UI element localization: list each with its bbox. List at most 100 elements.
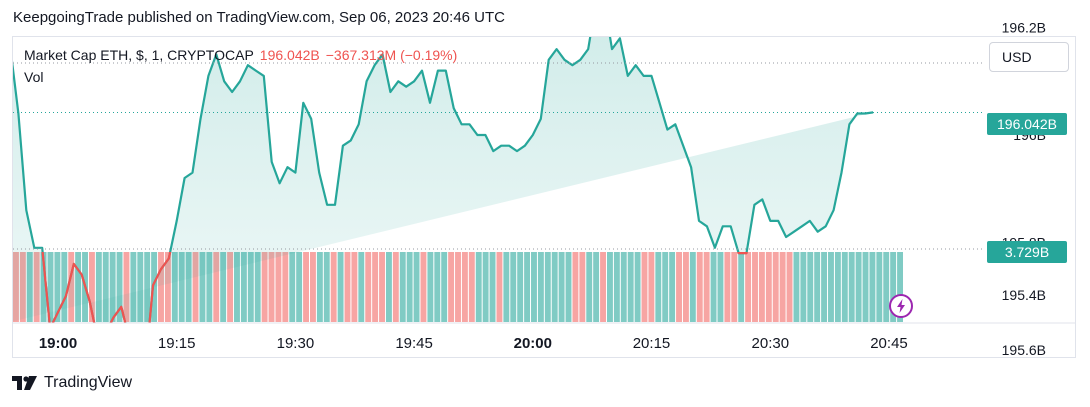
y-tick-label: 196.2B [1002, 20, 1046, 36]
volume-bar [475, 252, 482, 322]
volume-bar [579, 252, 586, 322]
volume-bar [199, 252, 206, 322]
volume-bar [821, 252, 828, 322]
tradingview-footer[interactable]: TradingView [12, 374, 132, 392]
volume-bar [828, 252, 834, 322]
x-tick-label: 20:45 [870, 335, 908, 352]
volume-bar [710, 252, 717, 322]
symbol-label[interactable]: Market Cap ETH, $, 1, CRYPTOCAP [24, 47, 254, 63]
volume-bar [793, 252, 800, 322]
volume-bar [275, 252, 282, 322]
reference-lines [13, 62, 983, 250]
last-price-marker [893, 0, 900, 4]
volume-bar [496, 252, 503, 322]
volume-bar [109, 252, 116, 322]
volume-bar [682, 252, 689, 322]
volume-bar [282, 252, 289, 322]
volume-bar [890, 252, 897, 322]
volume-bar [385, 252, 392, 322]
x-tick-label: 20:30 [752, 335, 790, 352]
volume-bar [365, 252, 372, 322]
volume-bar [537, 252, 544, 322]
chart-frame[interactable] [12, 36, 1076, 358]
volume-bar [503, 252, 510, 322]
lightning-icon[interactable] [889, 294, 913, 318]
currency-button[interactable]: USD [989, 42, 1069, 72]
volume-bar [565, 252, 572, 322]
volume-bar [220, 252, 227, 322]
x-tick-label: 20:00 [514, 335, 552, 352]
volume-bar [448, 252, 455, 322]
volume-bar [234, 252, 240, 322]
volume-bar [634, 252, 641, 322]
volume-bar [489, 252, 496, 322]
volume-bar [620, 252, 627, 322]
volume-bar [648, 252, 655, 322]
y-tick-label: 195.4B [1002, 287, 1046, 303]
volume-bar [102, 252, 109, 322]
volume-bar [717, 252, 724, 322]
volume-bar [227, 252, 234, 322]
volume-bar [724, 252, 731, 322]
volume-bar [855, 252, 862, 322]
volume-bar [765, 252, 772, 322]
x-axis: 19:00 19:15 19:30 19:45 20:00 20:15 20:30 20:45 [39, 335, 908, 352]
volume-bar [413, 252, 420, 322]
volume-bar [137, 252, 144, 322]
volume-bar [178, 252, 185, 322]
volume-bar [696, 252, 703, 322]
volume-bar [869, 252, 876, 322]
price-line-below-segment [41, 252, 748, 323]
volume-bar [158, 252, 164, 322]
volume-bar [586, 252, 593, 322]
volume-bar [531, 252, 537, 322]
x-tick-label: 19:45 [395, 335, 433, 352]
volume-label[interactable]: Vol [24, 69, 44, 85]
volume-bar [171, 252, 178, 322]
volume-bar [461, 252, 468, 322]
last-price-value: 196.042B [259, 47, 320, 63]
price-line-group [13, 0, 900, 323]
volume-bar [247, 252, 254, 322]
price-change-value: −367.313M (−0.19%) [325, 47, 458, 63]
volume-bar [268, 252, 275, 322]
volume-bar [600, 252, 606, 322]
price-area [13, 37, 874, 323]
x-tick-label: 19:30 [277, 335, 315, 352]
chart-legend: Market Cap ETH, $, 1, CRYPTOCAP 196.042B −… [24, 47, 457, 63]
volume-bar [786, 252, 793, 322]
volume-bar [61, 252, 68, 322]
volume-bar [517, 252, 524, 322]
volume-bar [330, 252, 337, 322]
tradingview-logo-icon [12, 376, 37, 390]
volume-bar [123, 252, 130, 322]
volume-bar [897, 252, 903, 322]
volume-bar [800, 252, 807, 322]
volume-bar [296, 252, 303, 322]
volume-bar [441, 252, 448, 322]
volume-bar [164, 252, 171, 322]
volume-bar [144, 252, 151, 322]
volume-bar [337, 252, 344, 322]
x-tick-label: 19:15 [158, 335, 196, 352]
volume-bar [669, 252, 676, 322]
volume-bar [758, 252, 765, 322]
last-price-tag: 196.042B [987, 113, 1067, 135]
volume-bar [185, 252, 192, 322]
volume-bar [745, 252, 752, 322]
volume-bar [607, 252, 613, 322]
volume-bar [240, 252, 247, 322]
x-tick-label: 20:15 [633, 335, 671, 352]
volume-bar [593, 252, 600, 322]
volume-bar [455, 252, 461, 322]
volume-bar [379, 252, 385, 322]
volume-bar [54, 252, 61, 322]
volume-bar [206, 252, 213, 322]
volume-bar [289, 252, 296, 322]
volume-bar [613, 252, 620, 322]
volume-bar [213, 252, 220, 322]
volume-bar [427, 252, 434, 322]
volume-bar [116, 252, 123, 322]
volume-bars [13, 252, 903, 322]
